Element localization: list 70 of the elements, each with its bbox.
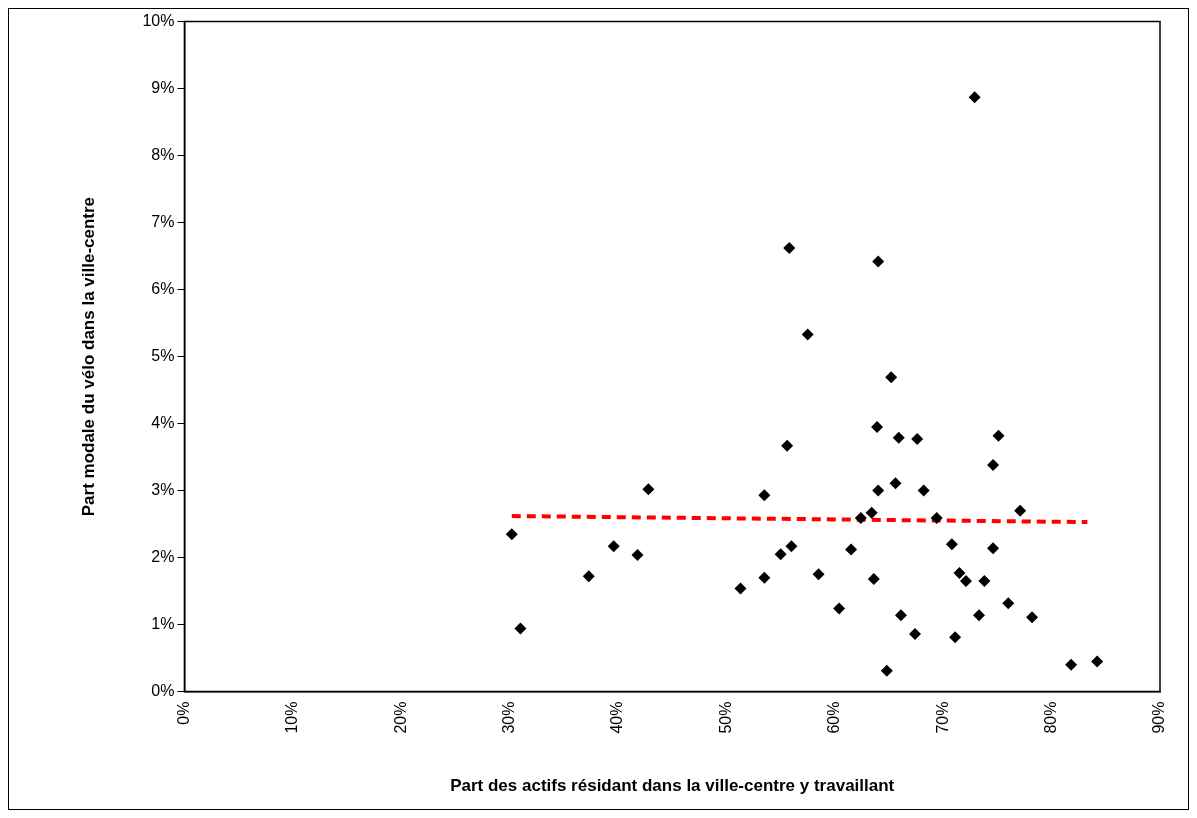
- y-tick-label: 5%: [151, 346, 175, 364]
- point: [774, 548, 787, 561]
- point: [911, 433, 924, 445]
- y-tick-label: 8%: [151, 146, 175, 163]
- x-tick-label: 40%: [608, 701, 626, 734]
- y-tick-label: 7%: [151, 213, 175, 230]
- point: [885, 371, 898, 384]
- x-tick-label: 10%: [283, 701, 301, 734]
- point: [1091, 655, 1104, 668]
- y-tick-label: 6%: [151, 280, 175, 297]
- y-tick-label: 10%: [142, 12, 175, 30]
- x-tick-label: 80%: [1042, 701, 1060, 734]
- point: [781, 439, 794, 452]
- point: [872, 255, 885, 268]
- point: [833, 602, 846, 615]
- point: [953, 566, 966, 579]
- y-tick-label: 2%: [151, 547, 175, 565]
- point: [889, 477, 902, 490]
- y-tick-label: 0%: [151, 681, 175, 699]
- x-tick-label: 50%: [716, 701, 734, 734]
- x-tick-label: 20%: [391, 701, 409, 734]
- point: [734, 582, 747, 595]
- point: [514, 622, 527, 635]
- y-axis-title: Part modale du vélo dans la ville-centre: [78, 196, 98, 517]
- point: [871, 420, 884, 433]
- y-tick-label: 1%: [151, 614, 175, 632]
- x-tick-label: 30%: [500, 701, 518, 734]
- point: [968, 91, 981, 104]
- point: [801, 328, 814, 341]
- point: [978, 575, 991, 588]
- x-tick-label: 70%: [933, 701, 951, 734]
- point: [992, 429, 1005, 442]
- x-tick-label: 0%: [174, 701, 192, 725]
- point: [1065, 658, 1078, 671]
- point: [892, 431, 905, 444]
- point: [894, 609, 907, 622]
- point: [607, 540, 620, 553]
- x-tick-label: 90%: [1150, 701, 1168, 734]
- y-tick-label: 4%: [151, 413, 175, 431]
- point: [930, 512, 943, 525]
- point: [854, 512, 867, 525]
- point: [631, 548, 644, 561]
- point: [582, 570, 595, 583]
- point: [945, 538, 958, 551]
- point: [642, 483, 655, 496]
- point: [949, 631, 962, 644]
- point: [1002, 597, 1015, 610]
- point: [758, 571, 771, 584]
- point: [987, 542, 1000, 555]
- point: [865, 506, 878, 519]
- point: [909, 627, 922, 640]
- point: [845, 543, 858, 556]
- x-axis-title: Part des actifs résidant dans la ville-centre y travaillant: [450, 776, 895, 796]
- point: [785, 540, 798, 553]
- point: [812, 568, 825, 581]
- point: [758, 489, 771, 502]
- point: [505, 528, 518, 541]
- y-tick-label: 9%: [151, 79, 175, 96]
- point: [872, 484, 885, 497]
- point: [987, 459, 1000, 472]
- point: [880, 664, 893, 677]
- point: [783, 242, 796, 255]
- point: [972, 609, 985, 622]
- point: [959, 575, 972, 588]
- point: [1014, 504, 1027, 517]
- x-tick-label: 60%: [825, 701, 843, 734]
- point: [867, 573, 880, 586]
- y-tick-label: 3%: [151, 480, 175, 498]
- point: [1026, 611, 1039, 624]
- point: [917, 484, 930, 497]
